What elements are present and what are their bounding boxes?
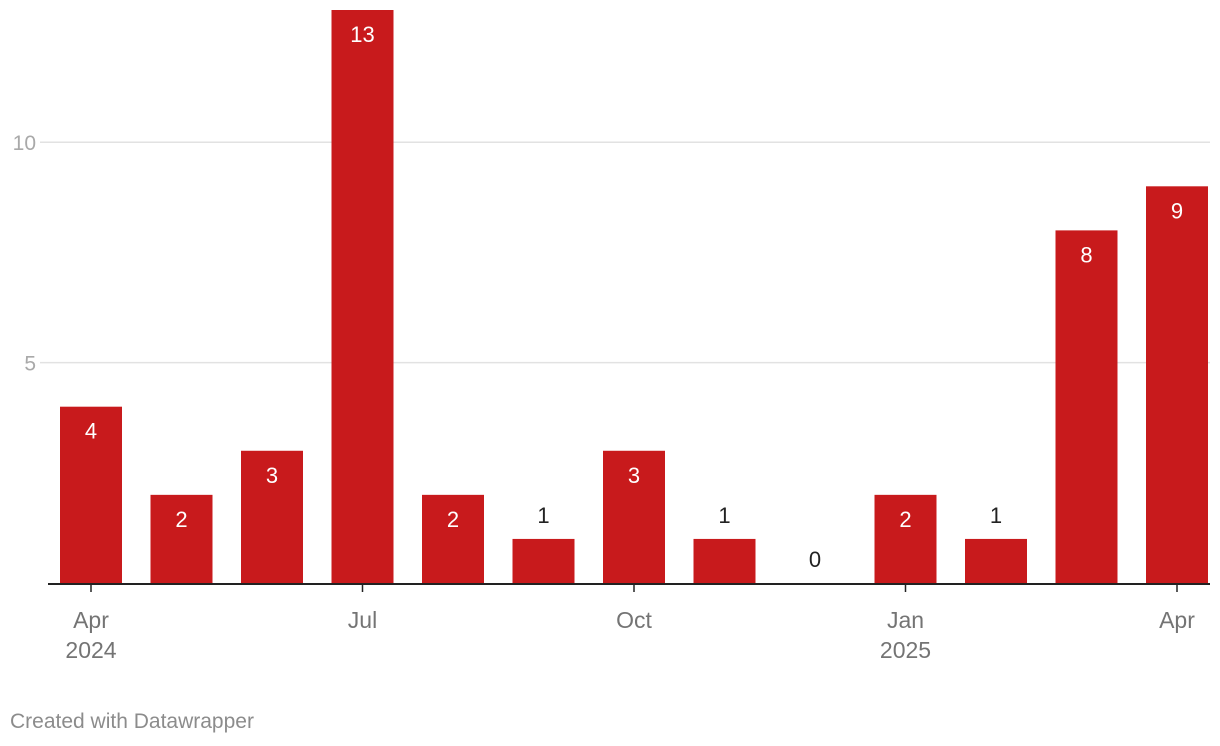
gridlines <box>40 141 1210 364</box>
bar-2024-08 <box>422 494 484 583</box>
x-tick-label-year: 2024 <box>65 637 116 663</box>
bar-2024-09 <box>512 538 575 583</box>
x-tick-label-month: Jan <box>887 607 924 633</box>
data-label: 13 <box>350 22 374 47</box>
bars <box>60 10 1208 584</box>
x-tick-label-month: Oct <box>616 607 652 633</box>
bar-2024-10 <box>603 450 665 583</box>
bar-2024-04 <box>60 406 122 583</box>
data-label: 3 <box>266 463 278 488</box>
bar-2024-06 <box>241 450 303 583</box>
x-axis-ticks: Apr 2024 Jul Oct Jan 2025 Apr <box>65 584 1195 663</box>
data-label: 2 <box>447 507 459 532</box>
x-tick-label-year: 2025 <box>880 637 931 663</box>
data-label: 1 <box>718 503 730 528</box>
data-label: 4 <box>85 419 97 444</box>
y-axis-ticks: 5 10 <box>13 132 36 375</box>
bar-2025-02 <box>965 538 1027 583</box>
data-label: 3 <box>628 463 640 488</box>
bar-2024-05 <box>150 494 213 583</box>
data-label: 1 <box>537 503 549 528</box>
bar-2024-07 <box>331 10 394 583</box>
x-tick-label-month: Apr <box>73 607 109 633</box>
data-label: 0 <box>809 547 821 572</box>
bar-2025-04 <box>1146 186 1208 584</box>
data-label: 1 <box>990 503 1002 528</box>
data-label: 2 <box>899 507 911 532</box>
data-label: 9 <box>1171 198 1183 223</box>
y-tick-label: 10 <box>13 132 36 155</box>
data-label: 2 <box>175 507 187 532</box>
x-tick-label-month: Jul <box>348 607 377 633</box>
bar-2025-01 <box>874 494 937 583</box>
y-tick-label: 5 <box>24 353 36 376</box>
credit-text: Created with Datawrapper <box>10 710 254 733</box>
bar-2024-11 <box>693 538 756 583</box>
data-label: 8 <box>1080 242 1092 267</box>
x-tick-label-month: Apr <box>1159 607 1195 633</box>
bar-2025-03 <box>1055 230 1118 583</box>
